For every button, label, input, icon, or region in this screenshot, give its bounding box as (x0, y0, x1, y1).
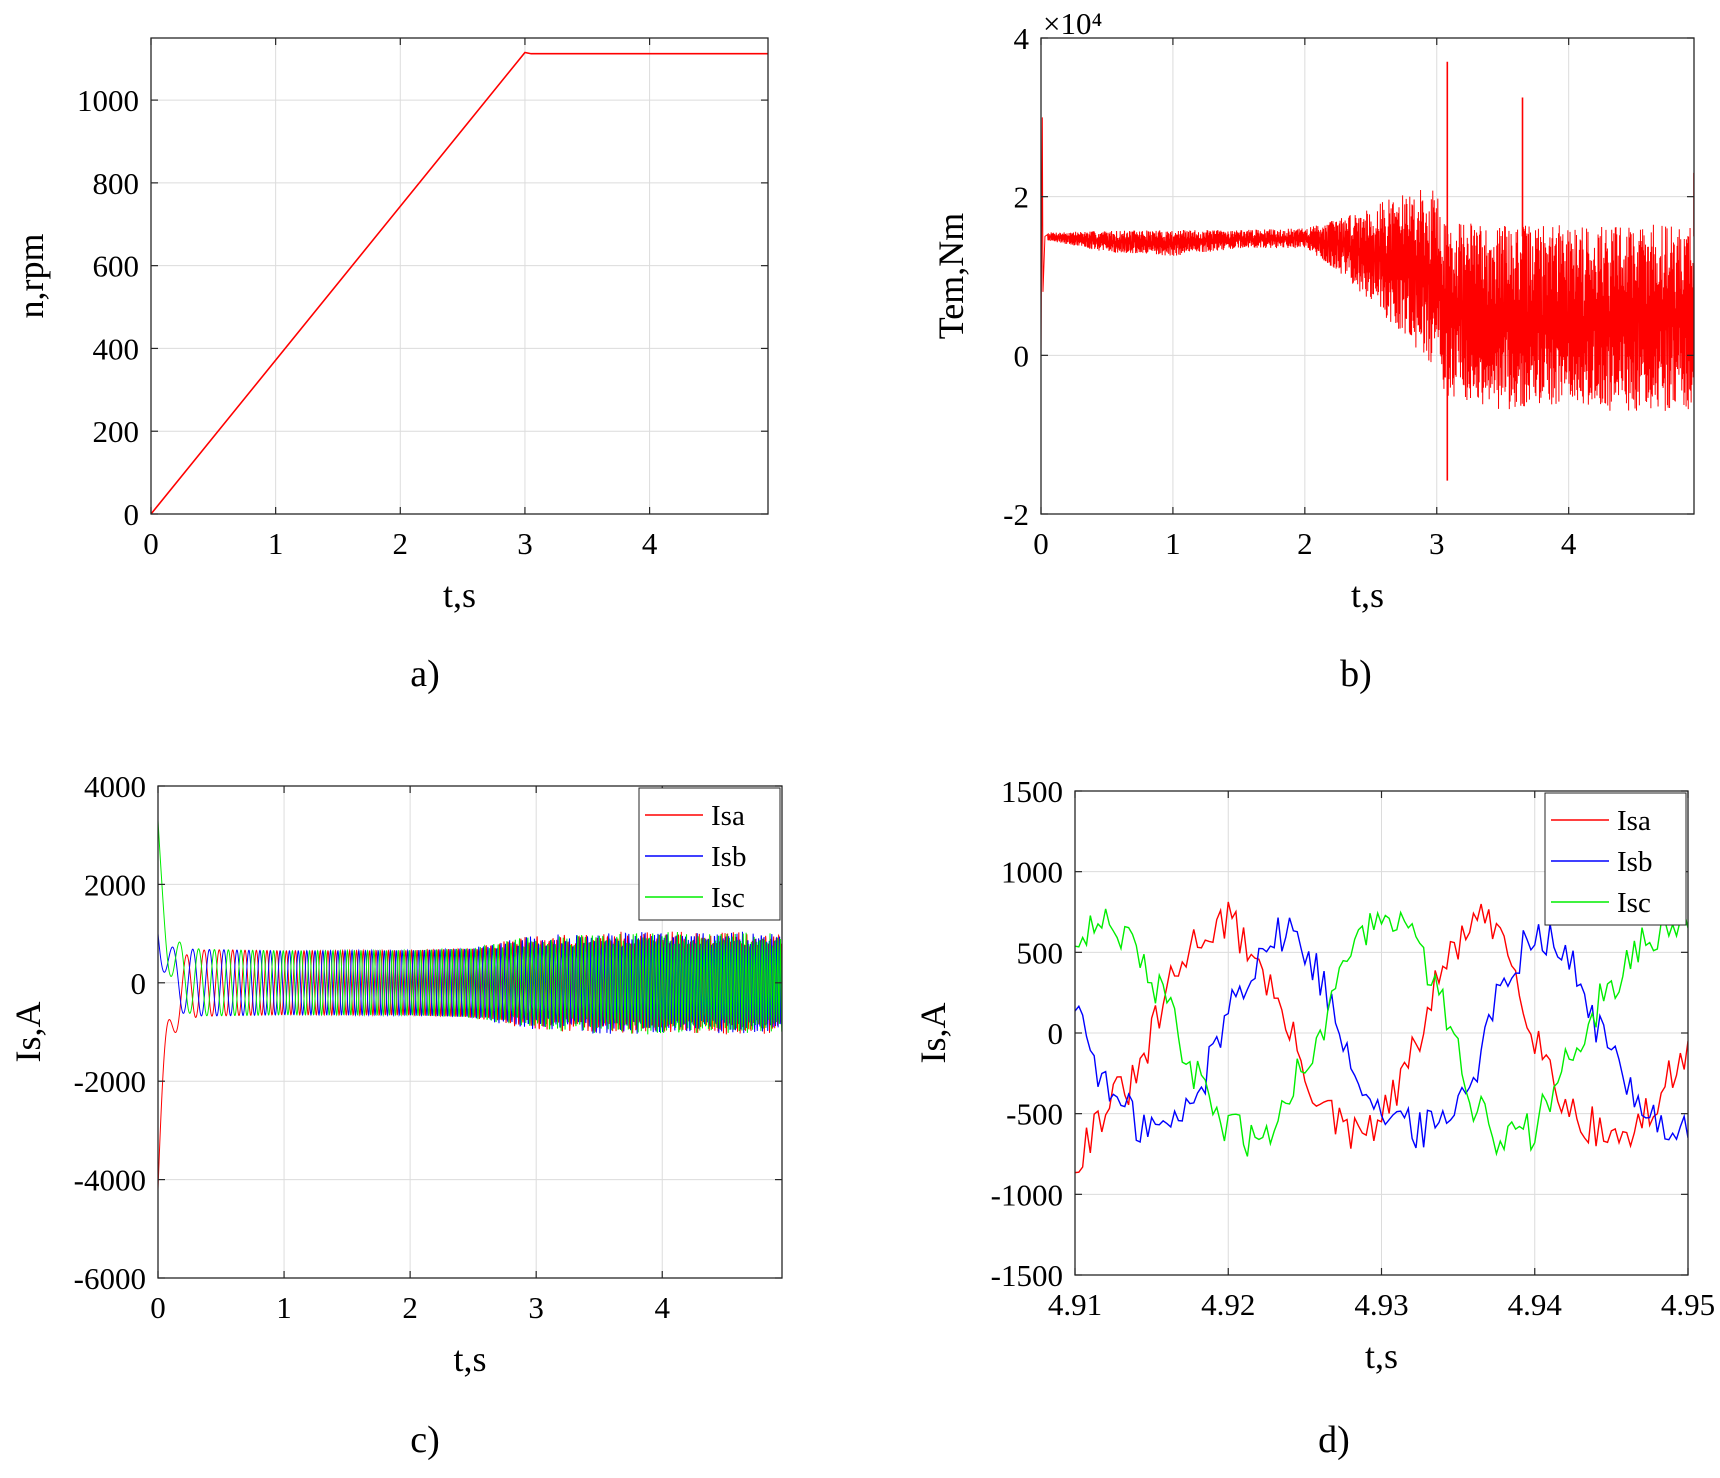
axes-box (1040, 37, 1695, 515)
plot-area (158, 820, 782, 1190)
y-tick-label: 400 (93, 331, 140, 366)
y-axis-label: Is,A (8, 1002, 48, 1063)
y-tick-label: 600 (93, 249, 140, 284)
panel-caption: a) (410, 653, 440, 695)
y-tick-label: 0 (1014, 338, 1030, 373)
y-tick-label: -4000 (74, 1163, 146, 1198)
series-line-isa (1075, 901, 1688, 1174)
x-axis-label: t,s (443, 575, 476, 615)
x-tick-label: 1 (276, 1290, 292, 1325)
legend-label-isc: Isc (1617, 887, 1651, 919)
chart-panel-1: 0 1 2 3 4 0 200 400 600 800 1000 t,s n,rpm a) (11, 37, 769, 695)
legend-box (638, 787, 781, 921)
chart-panel-4: 4.91 4.92 4.93 4.94 4.95 -1500 -1000 -500 0 500 10… (913, 774, 1715, 1461)
x-tick-label: 0 (143, 526, 159, 561)
legend-label-isa: Isa (711, 800, 745, 832)
x-tick-label: 4 (654, 1290, 670, 1325)
x-tick-label: 4 (642, 526, 658, 561)
x-tick-label: 4.93 (1354, 1287, 1408, 1322)
y-tick-label: 2 (1014, 180, 1030, 215)
y-exponent-label: ×10⁴ (1043, 6, 1102, 41)
panel-caption: d) (1318, 1419, 1350, 1461)
series-line-isc (158, 820, 782, 1035)
x-tick-label: 4.91 (1048, 1287, 1102, 1322)
y-tick-label: 4000 (84, 769, 146, 804)
legend: Isa Isb Isc (638, 787, 781, 921)
x-tick-label: 0 (1033, 526, 1049, 561)
y-tick-label: -6000 (74, 1261, 146, 1296)
panel-caption: c) (410, 1419, 440, 1461)
x-tick-label: 3 (517, 526, 533, 561)
series-line (1041, 117, 1694, 411)
y-axis-label: Tem,Nm (931, 213, 971, 339)
series-line-isc (1075, 908, 1688, 1157)
y-tick-label: -2000 (74, 1064, 146, 1099)
legend-box (1544, 792, 1687, 926)
y-tick-label: 4 (1014, 21, 1030, 56)
plot-area (1075, 901, 1688, 1174)
legend-label-isb: Isb (711, 841, 746, 873)
x-tick-label: 3 (528, 1290, 544, 1325)
y-tick-label: 800 (93, 166, 140, 201)
y-tick-label: 1500 (1001, 774, 1063, 809)
panel-caption: b) (1340, 653, 1372, 695)
y-tick-label: -2 (1003, 497, 1029, 532)
y-tick-label: -500 (1006, 1097, 1063, 1132)
y-tick-label: 0 (124, 497, 140, 532)
legend-label-isc: Isc (711, 882, 745, 914)
y-tick-label: -1000 (991, 1177, 1063, 1212)
y-tick-label: -1500 (991, 1258, 1063, 1293)
y-tick-label: 1000 (1001, 855, 1063, 890)
x-tick-label: 3 (1429, 526, 1445, 561)
axes-box (150, 37, 769, 515)
x-axis-label: t,s (1351, 575, 1384, 615)
series-line-isb (1075, 917, 1688, 1149)
x-axis-label: t,s (1365, 1336, 1398, 1376)
x-tick-label: 4.94 (1508, 1287, 1563, 1322)
plot-area (151, 51, 768, 514)
series-line (151, 51, 768, 514)
y-tick-label: 200 (93, 414, 140, 449)
x-tick-label: 4.95 (1661, 1287, 1715, 1322)
y-tick-label: 1000 (77, 83, 139, 118)
x-tick-label: 4.92 (1201, 1287, 1255, 1322)
y-tick-label: 500 (1017, 935, 1064, 970)
x-axis-label: t,s (453, 1339, 486, 1379)
y-tick-label: 0 (1048, 1016, 1064, 1051)
y-tick-label: 2000 (84, 867, 146, 902)
y-axis-label: n,rpm (11, 234, 51, 319)
x-tick-label: 2 (393, 526, 409, 561)
y-tick-label: 0 (131, 966, 147, 1001)
y-axis-label: Is,A (913, 1003, 953, 1064)
legend: Isa Isb Isc (1544, 792, 1687, 926)
axes-box (157, 785, 783, 1279)
legend-label-isb: Isb (1617, 846, 1652, 878)
legend-label-isa: Isa (1617, 805, 1651, 837)
x-tick-label: 1 (268, 526, 284, 561)
x-tick-label: 0 (150, 1290, 166, 1325)
x-tick-label: 2 (1297, 526, 1313, 561)
chart-panel-3: 0 1 2 3 4 -6000 -4000 -2000 0 2000 4000 t,s Is,A c) Is… (8, 769, 783, 1461)
x-tick-label: 4 (1561, 526, 1577, 561)
plot-area (1041, 61, 1694, 481)
x-tick-label: 1 (1165, 526, 1181, 561)
x-tick-label: 2 (402, 1290, 418, 1325)
